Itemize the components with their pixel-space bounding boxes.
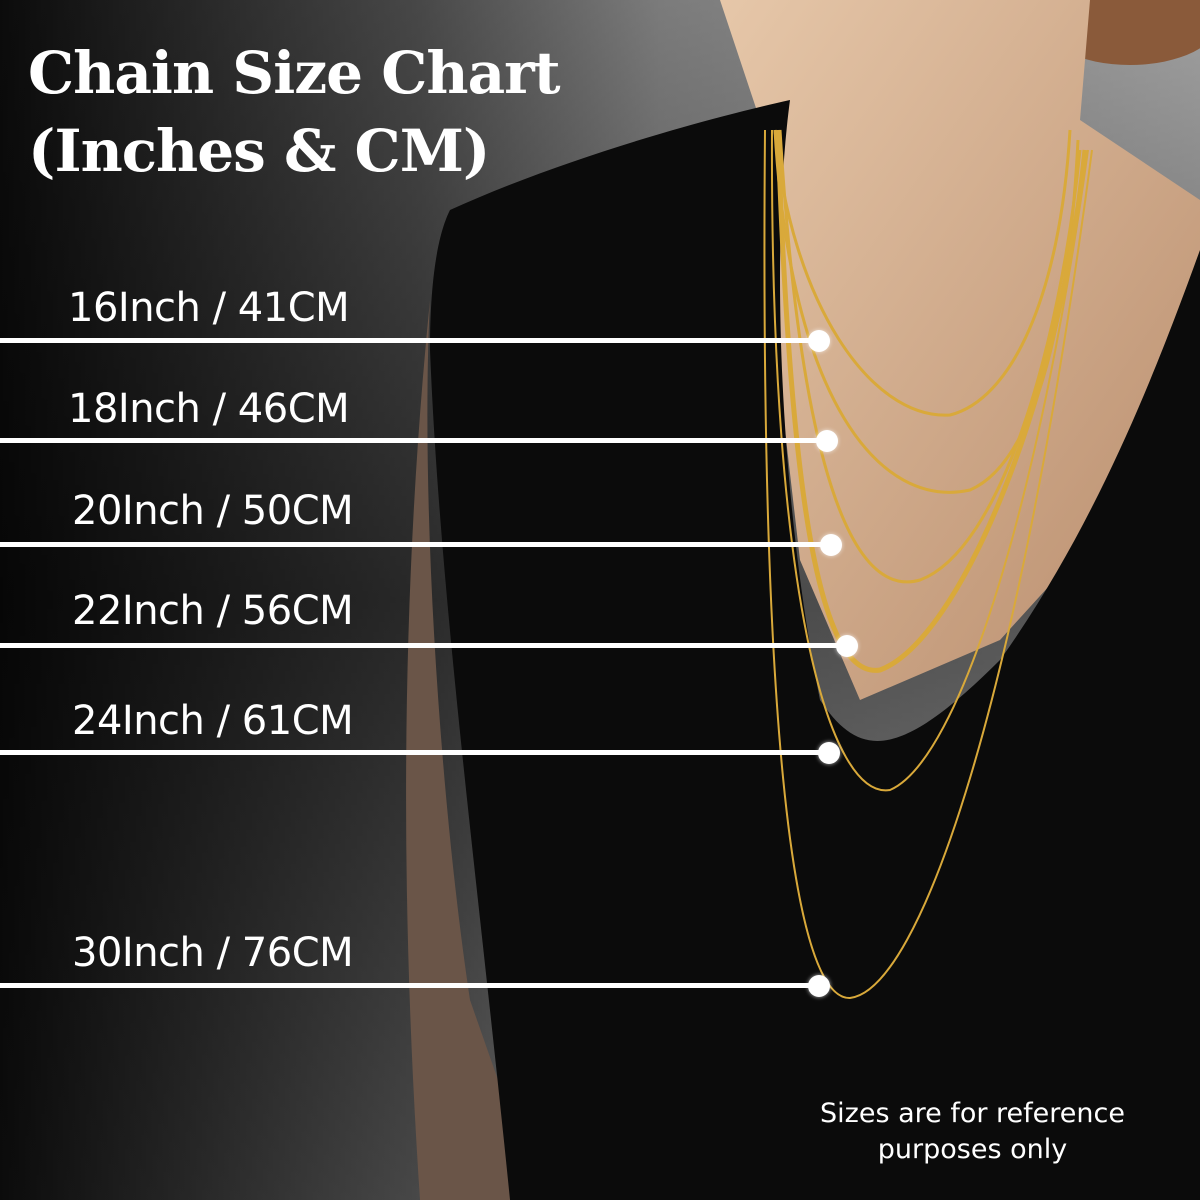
disclaimer-line-2: purposes only <box>877 1134 1068 1165</box>
marker-line-16 <box>0 338 810 343</box>
marker-dot-22 <box>836 635 858 657</box>
title-line-2: (Inches & CM) <box>28 117 490 185</box>
marker-line-18 <box>0 438 818 443</box>
marker-line-30 <box>0 983 810 988</box>
marker-line-22 <box>0 643 838 648</box>
marker-dot-30 <box>808 975 830 997</box>
disclaimer-note: Sizes are for reference purposes only <box>790 1096 1155 1168</box>
size-label-24: 24Inch / 61CM <box>72 698 354 744</box>
size-label-30: 30Inch / 76CM <box>72 930 354 976</box>
marker-line-20 <box>0 542 822 547</box>
title-line-1: Chain Size Chart <box>28 39 561 107</box>
size-label-22: 22Inch / 56CM <box>72 588 354 634</box>
chains <box>763 129 1093 1000</box>
marker-dot-16 <box>808 330 830 352</box>
marker-line-24 <box>0 750 820 755</box>
marker-dot-20 <box>820 534 842 556</box>
size-label-20: 20Inch / 50CM <box>72 488 354 534</box>
disclaimer-line-1: Sizes are for reference <box>820 1098 1125 1129</box>
size-label-18: 18Inch / 46CM <box>68 386 350 432</box>
size-label-16: 16Inch / 41CM <box>68 285 350 331</box>
marker-dot-18 <box>816 430 838 452</box>
marker-dot-24 <box>818 742 840 764</box>
